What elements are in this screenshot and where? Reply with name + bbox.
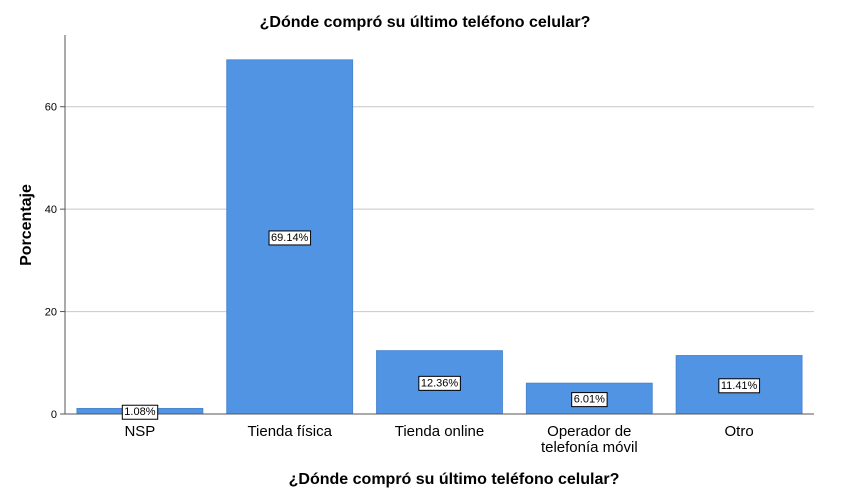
x-tick-label: NSP [124,423,155,440]
gridlines [65,106,814,313]
x-tick-label: Operador de telefonía móvil [541,423,638,456]
data-label-text: 11.41% [721,380,758,392]
data-label-text: 1.08% [124,406,155,418]
x-tick-label-line: Otro [725,423,754,440]
y-tick-label: 20 [45,307,57,319]
y-ticks: 0 20 40 60 [45,102,65,421]
data-label-text: 6.01% [574,394,605,406]
x-tick-label: Otro [725,423,754,440]
data-label: 12.36% [418,375,461,391]
y-axis-label: Porcentaje [18,184,35,266]
x-tick-label: Tienda física [247,423,332,440]
data-label: 69.14% [268,230,312,246]
bar-2 [376,350,503,415]
data-labels: 1.08% 69.14% 12.36% 6.01% 11.41% [121,230,761,420]
data-label-box [418,375,461,391]
data-label: 6.01% [571,392,608,408]
x-axis-label: ¿Dónde compró su último teléfono celular… [289,471,620,488]
data-label-box [121,404,159,420]
x-tick-label-line: Operador de [547,423,631,440]
x-tick-label-line: telefonía móvil [541,439,638,456]
y-tick-label: 60 [45,102,57,114]
data-label-text: 12.36% [421,377,459,389]
y-tick-label: 0 [51,409,57,421]
data-label-box [268,230,312,246]
data-label-box [571,392,608,408]
chart-title: ¿Dónde compró su último teléfono celular… [260,14,591,31]
bars [76,59,803,415]
x-tick-label-line: NSP [124,423,155,440]
data-label: 11.41% [718,378,761,394]
x-ticks: NSP Tienda física Tienda online Operador de… [124,423,753,456]
data-label-text: 69.14% [271,232,309,244]
data-label-box [718,378,761,394]
x-tick-label-line: Tienda online [395,423,485,440]
x-tick-label: Tienda online [395,423,485,440]
x-tick-label-line: Tienda física [247,423,332,440]
data-label: 1.08% [121,404,159,420]
y-tick-label: 40 [45,204,57,216]
